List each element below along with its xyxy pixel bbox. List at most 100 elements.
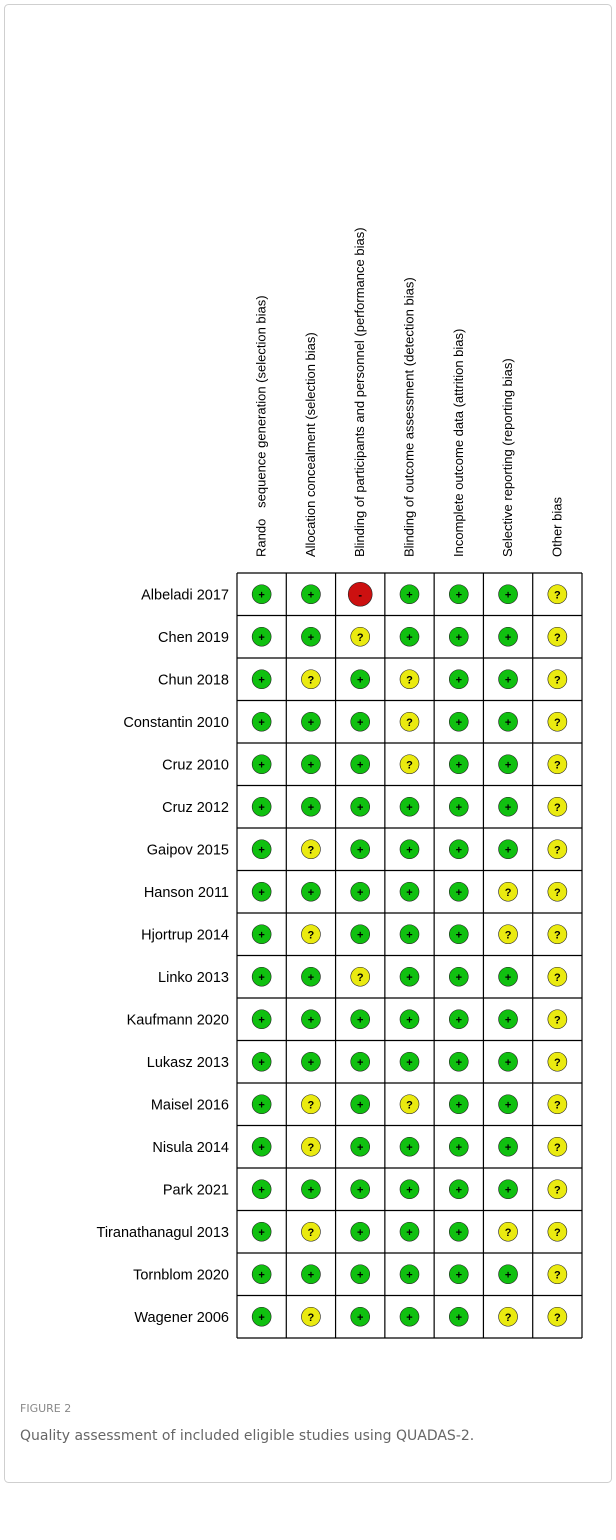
judgment-symbol: + (308, 589, 314, 601)
judgment-symbol: ? (554, 674, 561, 686)
study-name: Maisel 2016 (151, 1097, 229, 1113)
judgment-symbol: + (258, 717, 264, 729)
judgment-dot (251, 1094, 272, 1115)
judgment-dot (448, 1306, 469, 1327)
judgment-dot (547, 711, 568, 732)
judgment-symbol: + (406, 1269, 412, 1281)
judgment-symbol: + (308, 1184, 314, 1196)
study-name: Tiranathanagul 2013 (97, 1225, 229, 1241)
study-name: Hanson 2011 (144, 885, 229, 901)
judgment-dot (350, 669, 371, 690)
judgment-symbol: ? (406, 759, 413, 771)
judgment-symbol: + (258, 1227, 264, 1239)
judgment-dot (498, 1136, 518, 1157)
judgment-dot (399, 626, 420, 647)
judgment-symbol: + (258, 1057, 264, 1069)
study-name: Nisula 2014 (152, 1140, 229, 1156)
judgment-symbol: ? (554, 589, 561, 601)
judgment-symbol: ? (505, 929, 512, 941)
judgment-dot (448, 1009, 469, 1030)
study-name: Kaufmann 2020 (127, 1012, 229, 1028)
study-name: Hjortrup 2014 (141, 927, 229, 943)
judgment-symbol: + (406, 1057, 412, 1069)
judgment-symbol: + (505, 1269, 511, 1281)
judgment-symbol: ? (357, 972, 364, 984)
judgment-dot (301, 754, 321, 775)
judgment-symbol: ? (308, 1227, 315, 1239)
judgment-symbol: ? (554, 1142, 561, 1154)
judgment-symbol: + (258, 632, 264, 644)
judgment-symbol: + (258, 1269, 264, 1281)
judgment-symbol: + (258, 1312, 264, 1324)
judgment-symbol: + (456, 589, 462, 601)
judgment-dot (547, 1179, 568, 1200)
judgment-dot (301, 1009, 321, 1030)
judgment-symbol: + (258, 674, 264, 686)
judgment-symbol: + (258, 759, 264, 771)
judgment-symbol: + (357, 929, 363, 941)
judgment-symbol: ? (505, 1227, 512, 1239)
judgment-symbol: + (357, 1014, 363, 1026)
judgment-dot (498, 1306, 518, 1327)
study-name: Park 2021 (163, 1182, 229, 1198)
judgment-dot (547, 881, 568, 902)
judgment-symbol: + (456, 1099, 462, 1111)
judgment-dot (448, 1264, 469, 1285)
judgment-dot (350, 1094, 371, 1115)
judgment-symbol: ? (308, 1312, 315, 1324)
judgment-dot (350, 754, 371, 775)
judgment-dot (498, 669, 518, 690)
judgment-dot (301, 966, 321, 987)
caption-text: Quality assessment of included eligible … (20, 1428, 474, 1444)
judgment-symbol: - (358, 589, 362, 601)
column-header: Incomplete outcome data (attrition bias) (451, 329, 466, 557)
judgment-dot (547, 669, 568, 690)
column-header: Blinding of participants and personnel (… (352, 227, 367, 557)
judgment-symbol: ? (308, 844, 315, 856)
column-header: Rando sequence generation (selection bia… (254, 295, 269, 557)
judgment-dot (251, 1009, 272, 1030)
judgment-symbol: + (456, 929, 462, 941)
judgment-dot (251, 669, 272, 690)
study-name: Albeladi 2017 (141, 587, 229, 603)
judgment-symbol: + (258, 1184, 264, 1196)
judgment-dot (399, 1221, 420, 1242)
judgment-dot (448, 669, 469, 690)
judgment-dot (547, 839, 568, 860)
judgment-symbol: ? (308, 1099, 315, 1111)
judgment-symbol: + (456, 802, 462, 814)
caption-label: FIGURE 2 (20, 1402, 71, 1415)
judgment-symbol: + (456, 1184, 462, 1196)
judgment-dot (547, 1009, 568, 1030)
judgment-dot (301, 1221, 321, 1242)
judgment-symbol: + (308, 717, 314, 729)
judgment-symbol: + (406, 632, 412, 644)
judgment-symbol: + (357, 887, 363, 899)
judgment-symbol: ? (554, 1184, 561, 1196)
judgment-dot (399, 711, 420, 732)
judgment-symbol: + (505, 632, 511, 644)
judgment-dot (350, 881, 371, 902)
judgment-symbol: ? (554, 717, 561, 729)
judgment-dot (399, 796, 420, 817)
judgment-dot (301, 711, 321, 732)
judgment-symbol: + (456, 717, 462, 729)
judgment-dot (301, 839, 321, 860)
judgment-dot (350, 711, 371, 732)
judgment-symbol: + (357, 802, 363, 814)
judgment-dot (301, 1264, 321, 1285)
judgment-symbol: + (406, 887, 412, 899)
study-name: Cruz 2010 (162, 757, 229, 773)
judgment-symbol: + (505, 1057, 511, 1069)
judgment-dot (448, 1051, 469, 1072)
judgment-symbol: + (308, 972, 314, 984)
judgment-symbol: + (505, 589, 511, 601)
judgment-dot (301, 1094, 321, 1115)
judgment-symbol: ? (308, 929, 315, 941)
column-header: Other bias (549, 497, 564, 557)
judgment-dot (251, 626, 272, 647)
judgment-dot (350, 1221, 371, 1242)
judgment-symbol: ? (505, 887, 512, 899)
judgment-dot (448, 1179, 469, 1200)
